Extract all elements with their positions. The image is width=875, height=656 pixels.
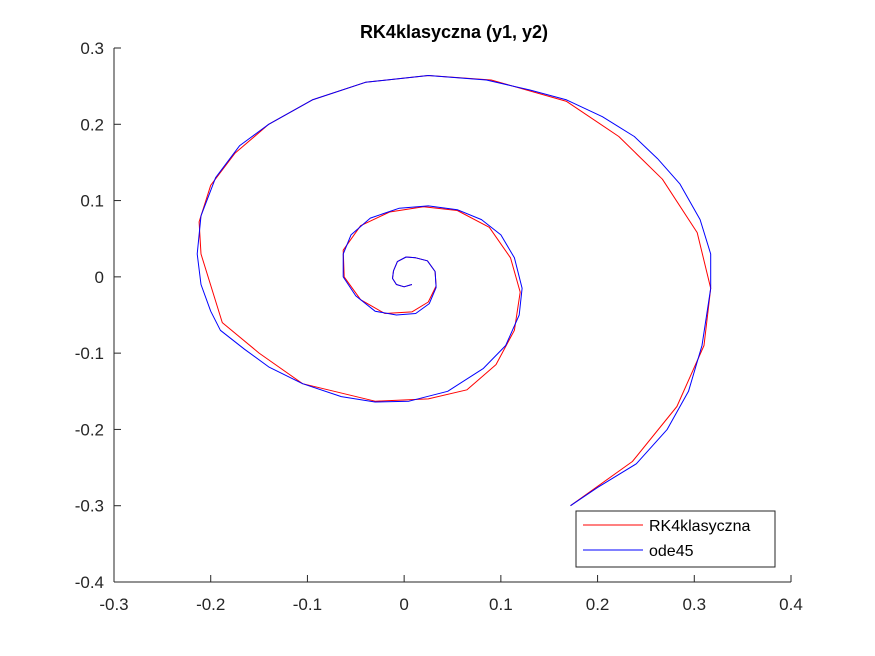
x-tick-label: -0.1 [293,595,322,614]
x-tick-label: 0.3 [682,595,706,614]
plot-axes: -0.3 -0.2 -0.1 0 0.1 0.2 0.3 0.4 -0.4 -0.3 -0.2 -0.… [75,39,803,614]
legend-box [575,510,776,568]
legend: RK4klasyczna ode45 [575,510,776,568]
series-line-ode45 [196,75,712,507]
legend-label-rk4klasyczna: RK4klasyczna [649,518,750,535]
chart-title: RK4klasyczna (y1, y2) [360,22,548,42]
y-tick-label: 0.3 [80,39,104,58]
y-tick-label: 0 [95,268,104,287]
legend-label-ode45: ode45 [649,543,694,560]
x-tick-label: 0.2 [586,595,610,614]
y-tick-label: -0.1 [75,344,104,363]
x-tick-label: 0 [399,595,408,614]
x-tick-label: -0.3 [99,595,128,614]
x-tick-label: -0.2 [196,595,225,614]
y-tick-label: -0.3 [75,497,104,516]
y-tick-label: -0.4 [75,573,104,592]
y-tick-label: 0.1 [80,192,104,211]
y-tick-label: -0.2 [75,420,104,439]
series-layer [196,75,712,507]
x-tick-label: 0.1 [489,595,513,614]
x-tick-label: 0.4 [779,595,803,614]
y-tick-label: 0.2 [80,115,104,134]
